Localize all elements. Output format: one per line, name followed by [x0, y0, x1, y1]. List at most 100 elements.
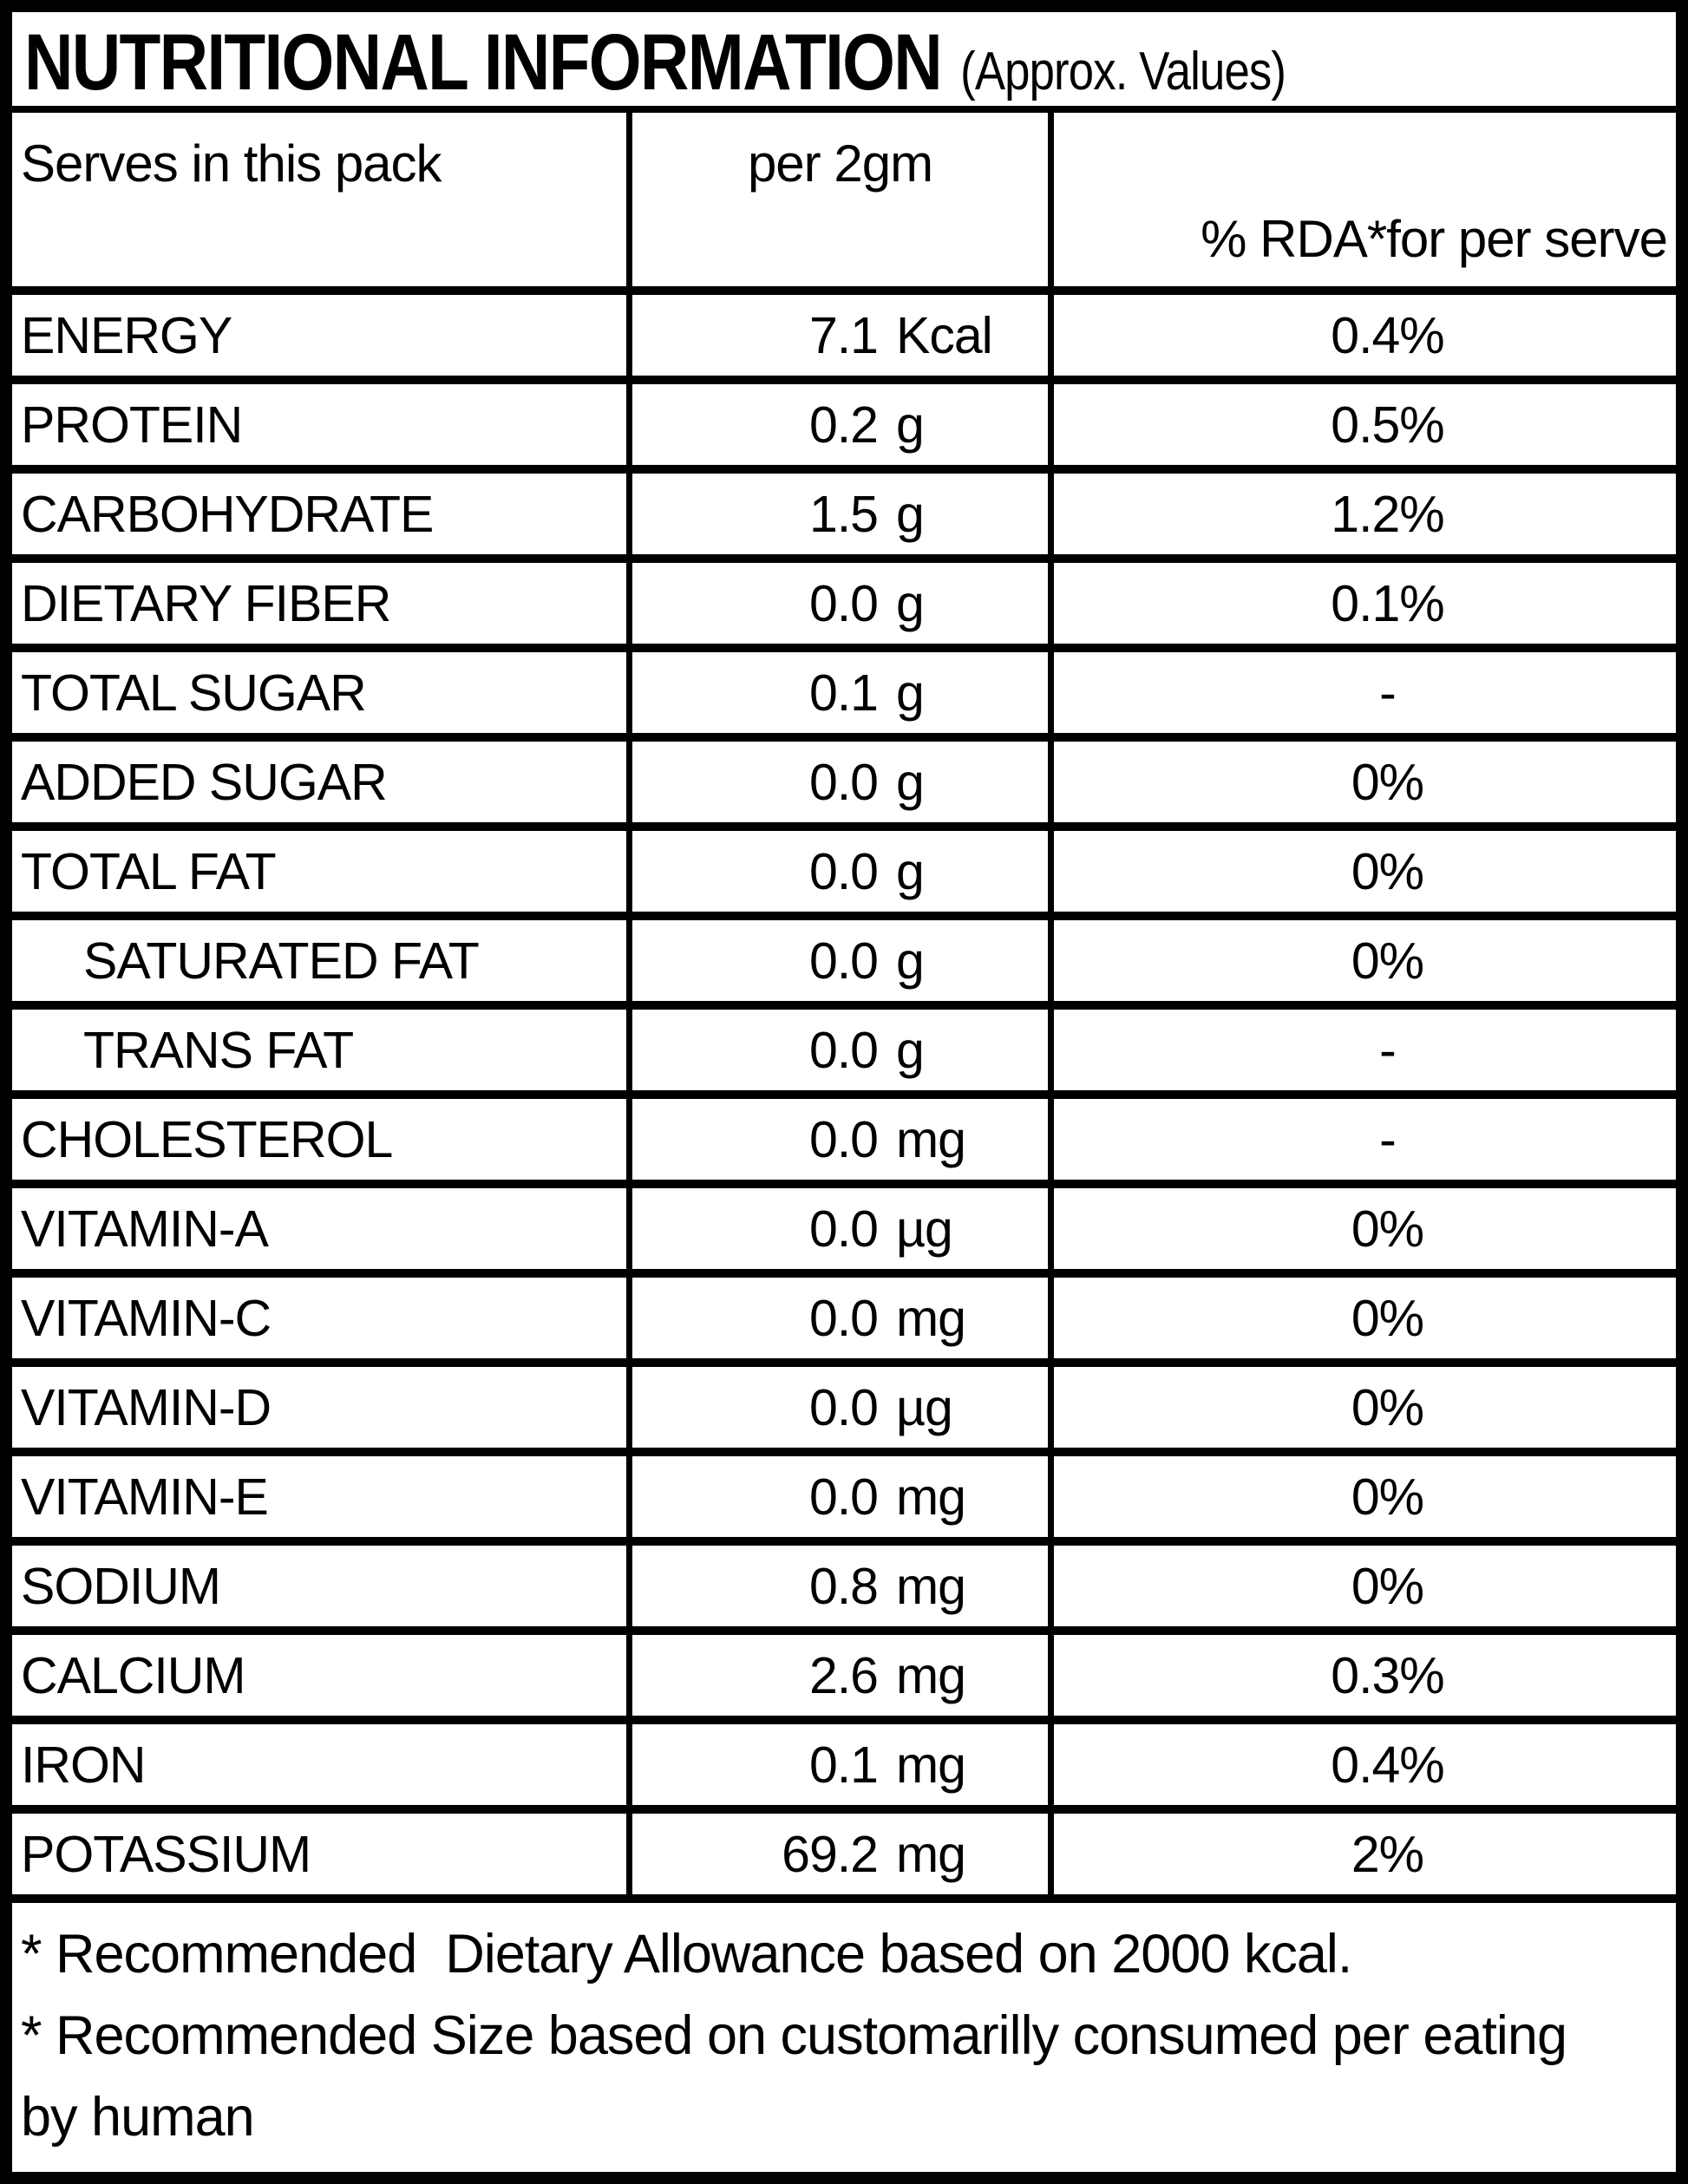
amount-number: 0.0 — [808, 1021, 879, 1079]
amount-unit: µg — [896, 1378, 953, 1436]
amount-unit: g — [896, 574, 925, 632]
nutrient-name: DIETARY FIBER — [12, 563, 632, 644]
nutrient-rda: 0.4% — [1331, 306, 1444, 364]
amount-number: 0.0 — [808, 1200, 879, 1258]
nutrient-amount: 0.0 µg — [632, 1367, 1054, 1448]
nutrient-amount: 0.0 g — [632, 742, 1054, 822]
nutrient-row: SATURATED FAT 0.0 g 0% — [12, 920, 1676, 1010]
nutrient-rda: 0% — [1351, 753, 1424, 811]
nutrient-name: CHOLESTEROL — [12, 1099, 632, 1180]
nutrient-row: IRON 0.1 mg 0.4% — [12, 1724, 1676, 1814]
amount-number: 0.0 — [808, 574, 879, 632]
amount-unit: µg — [896, 1200, 953, 1258]
amount-number: 0.0 — [808, 1378, 879, 1436]
nutrient-name: VITAMIN-A — [12, 1188, 632, 1269]
nutrient-name: IRON — [12, 1724, 632, 1805]
nutrient-rda: 0% — [1351, 1289, 1424, 1347]
nutrient-rda: - — [1379, 664, 1397, 722]
nutrient-amount: 0.1 g — [632, 652, 1054, 733]
nutrient-name: CALCIUM — [12, 1635, 632, 1716]
nutrient-row: DIETARY FIBER 0.0 g 0.1% — [12, 563, 1676, 652]
nutrient-rda: 0% — [1351, 1200, 1424, 1258]
nutrient-amount: 69.2 mg — [632, 1814, 1054, 1894]
nutrient-row: TOTAL FAT 0.0 g 0% — [12, 831, 1676, 920]
nutrient-name: TRANS FAT — [12, 1010, 632, 1090]
nutrient-amount: 7.1 Kcal — [632, 295, 1054, 376]
nutrient-row: CALCIUM 2.6 mg 0.3% — [12, 1635, 1676, 1724]
nutrient-amount: 1.5 g — [632, 474, 1054, 554]
amount-unit: mg — [896, 1557, 966, 1615]
nutrient-name: VITAMIN-E — [12, 1456, 632, 1537]
nutrient-name: TOTAL FAT — [12, 831, 632, 912]
nutrient-amount: 0.1 mg — [632, 1724, 1054, 1805]
nutrient-rows: ENERGY 7.1 Kcal 0.4% PROTEIN 0.2 g 0.5% CARBOHYD… — [12, 295, 1676, 1903]
nutrient-amount: 0.0 mg — [632, 1099, 1054, 1180]
nutrient-amount: 0.0 mg — [632, 1278, 1054, 1358]
nutrient-row: TRANS FAT 0.0 g - — [12, 1010, 1676, 1099]
nutrient-rda: 0.3% — [1331, 1646, 1444, 1704]
nutrient-row: POTASSIUM 69.2 mg 2% — [12, 1814, 1676, 1903]
nutrient-name: ADDED SUGAR — [12, 742, 632, 822]
amount-unit: Kcal — [896, 306, 993, 364]
amount-unit: g — [896, 1021, 925, 1079]
nutrient-name: SATURATED FAT — [12, 920, 632, 1001]
header-per-serve: per 2gm — [632, 113, 1054, 286]
nutrient-name: TOTAL SUGAR — [12, 652, 632, 733]
nutrient-amount: 0.0 mg — [632, 1456, 1054, 1537]
nutrient-row: SODIUM 0.8 mg 0% — [12, 1546, 1676, 1635]
nutrient-rda: 0% — [1351, 842, 1424, 900]
amount-number: 0.8 — [808, 1557, 879, 1615]
amount-number: 0.0 — [808, 1468, 879, 1526]
label-title-row: NUTRITIONAL INFORMATION (Approx. Values) — [12, 12, 1676, 113]
nutrient-amount: 0.8 mg — [632, 1546, 1054, 1626]
nutrient-rda: 0.5% — [1331, 396, 1444, 454]
nutrient-row: ENERGY 7.1 Kcal 0.4% — [12, 295, 1676, 384]
footnotes: * Recommended Dietary Allowance based on… — [12, 1903, 1676, 2172]
amount-number: 2.6 — [808, 1646, 879, 1704]
nutrient-rda: 0% — [1351, 932, 1424, 990]
nutrient-amount: 2.6 mg — [632, 1635, 1054, 1716]
nutrient-row: VITAMIN-A 0.0 µg 0% — [12, 1188, 1676, 1278]
amount-number: 7.1 — [808, 306, 879, 364]
nutrient-name: VITAMIN-D — [12, 1367, 632, 1448]
amount-number: 0.0 — [808, 932, 879, 990]
nutrient-rda: 0% — [1351, 1557, 1424, 1615]
amount-number: 0.0 — [808, 1289, 879, 1347]
amount-unit: mg — [896, 1110, 966, 1168]
header-rda: % RDA*for per serve — [1201, 210, 1668, 268]
amount-unit: mg — [896, 1468, 966, 1526]
nutrient-amount: 0.0 g — [632, 831, 1054, 912]
nutrient-rda: 0% — [1351, 1378, 1424, 1436]
amount-unit: g — [896, 485, 925, 543]
footnote-line: * Recommended Dietary Allowance based on… — [21, 1924, 1352, 1985]
nutrient-amount: 0.0 g — [632, 563, 1054, 644]
amount-number: 0.0 — [808, 1110, 879, 1168]
amount-number: 69.2 — [782, 1825, 879, 1883]
nutrient-row: ADDED SUGAR 0.0 g 0% — [12, 742, 1676, 831]
amount-number: 1.5 — [808, 485, 879, 543]
nutrient-name: VITAMIN-C — [12, 1278, 632, 1358]
nutrient-amount: 0.2 g — [632, 384, 1054, 465]
nutrient-name: ENERGY — [12, 295, 632, 376]
nutrient-rda: 1.2% — [1331, 485, 1444, 543]
nutrient-row: CARBOHYDRATE 1.5 g 1.2% — [12, 474, 1676, 563]
nutrient-row: TOTAL SUGAR 0.1 g - — [12, 652, 1676, 742]
amount-unit: g — [896, 842, 925, 900]
amount-unit: g — [896, 932, 925, 990]
amount-unit: mg — [896, 1289, 966, 1347]
nutrient-row: CHOLESTEROL 0.0 mg - — [12, 1099, 1676, 1188]
nutrient-name: POTASSIUM — [12, 1814, 632, 1894]
amount-unit: mg — [896, 1736, 966, 1794]
table-header-row: Serves in this pack per 2gm % RDA*for pe… — [12, 113, 1676, 295]
footnote-line: by human — [21, 2087, 255, 2148]
nutrient-name: SODIUM — [12, 1546, 632, 1626]
nutrient-name: PROTEIN — [12, 384, 632, 465]
label-title-suffix: (Approx. Values) — [960, 42, 1286, 101]
label-title: NUTRITIONAL INFORMATION — [24, 18, 943, 107]
label-title-inner: NUTRITIONAL INFORMATION (Approx. Values) — [24, 12, 1286, 107]
amount-number: 0.0 — [808, 842, 879, 900]
amount-unit: g — [896, 664, 925, 722]
nutrient-rda: 0% — [1351, 1468, 1424, 1526]
footnote-line: * Recommended Size based on customarilly… — [21, 2005, 1567, 2066]
